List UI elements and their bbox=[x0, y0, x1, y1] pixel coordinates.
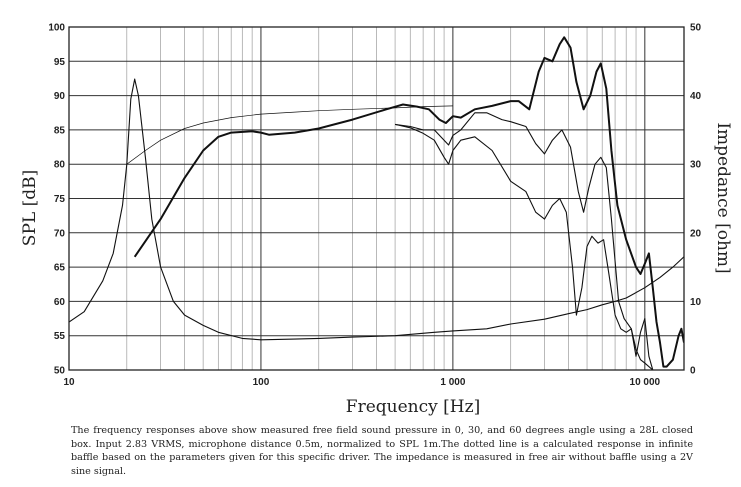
x-tick-label: 100 bbox=[253, 377, 270, 388]
y2-tick-label: 30 bbox=[690, 160, 702, 171]
series-spl_0deg bbox=[133, 36, 684, 368]
x-tick-label: 10 bbox=[63, 377, 75, 388]
series-spl_60deg bbox=[394, 123, 654, 370]
tick-labels: 10 100 1 000 10 000 50 55 60 65 70 75 80 85 90 95 100 0… bbox=[48, 23, 701, 389]
y-axis-label: SPL [dB] bbox=[20, 170, 40, 246]
y-tick-label: 70 bbox=[54, 228, 66, 239]
y2-tick-label: 10 bbox=[690, 297, 702, 308]
frequency-response-chart: 10 100 1 000 10 000 50 55 60 65 70 75 80 85 90 95 100 0… bbox=[20, 23, 733, 418]
series-impedance bbox=[69, 78, 684, 341]
series-spl_30deg bbox=[395, 112, 660, 370]
curves bbox=[69, 36, 684, 370]
y-tick-label: 60 bbox=[54, 297, 66, 308]
x-tick-label: 1 000 bbox=[440, 377, 465, 388]
y2-tick-label: 0 bbox=[690, 366, 696, 377]
y-tick-label: 85 bbox=[54, 125, 66, 136]
plot-frame bbox=[68, 26, 685, 371]
y-tick-label: 95 bbox=[54, 57, 66, 68]
y-tick-label: 75 bbox=[54, 194, 66, 205]
caption: The frequency responses above show measu… bbox=[71, 425, 693, 477]
y-tick-label: 55 bbox=[54, 331, 66, 342]
x-axis-label: Frequency [Hz] bbox=[346, 397, 480, 417]
series-spl_infinite_baffle_calculated bbox=[126, 105, 453, 165]
y-tick-label: 50 bbox=[54, 366, 66, 377]
y2-tick-label: 50 bbox=[690, 23, 702, 34]
y-tick-label: 65 bbox=[54, 263, 66, 274]
y-tick-label: 90 bbox=[54, 91, 66, 102]
y2-tick-label: 40 bbox=[690, 91, 702, 102]
grid bbox=[69, 27, 684, 370]
y-tick-label: 100 bbox=[48, 23, 65, 34]
y2-tick-label: 20 bbox=[690, 228, 702, 239]
x-tick-label: 10 000 bbox=[630, 377, 661, 388]
y2-axis-label: Impedance [ohm] bbox=[713, 122, 733, 273]
y-tick-label: 80 bbox=[54, 160, 66, 171]
